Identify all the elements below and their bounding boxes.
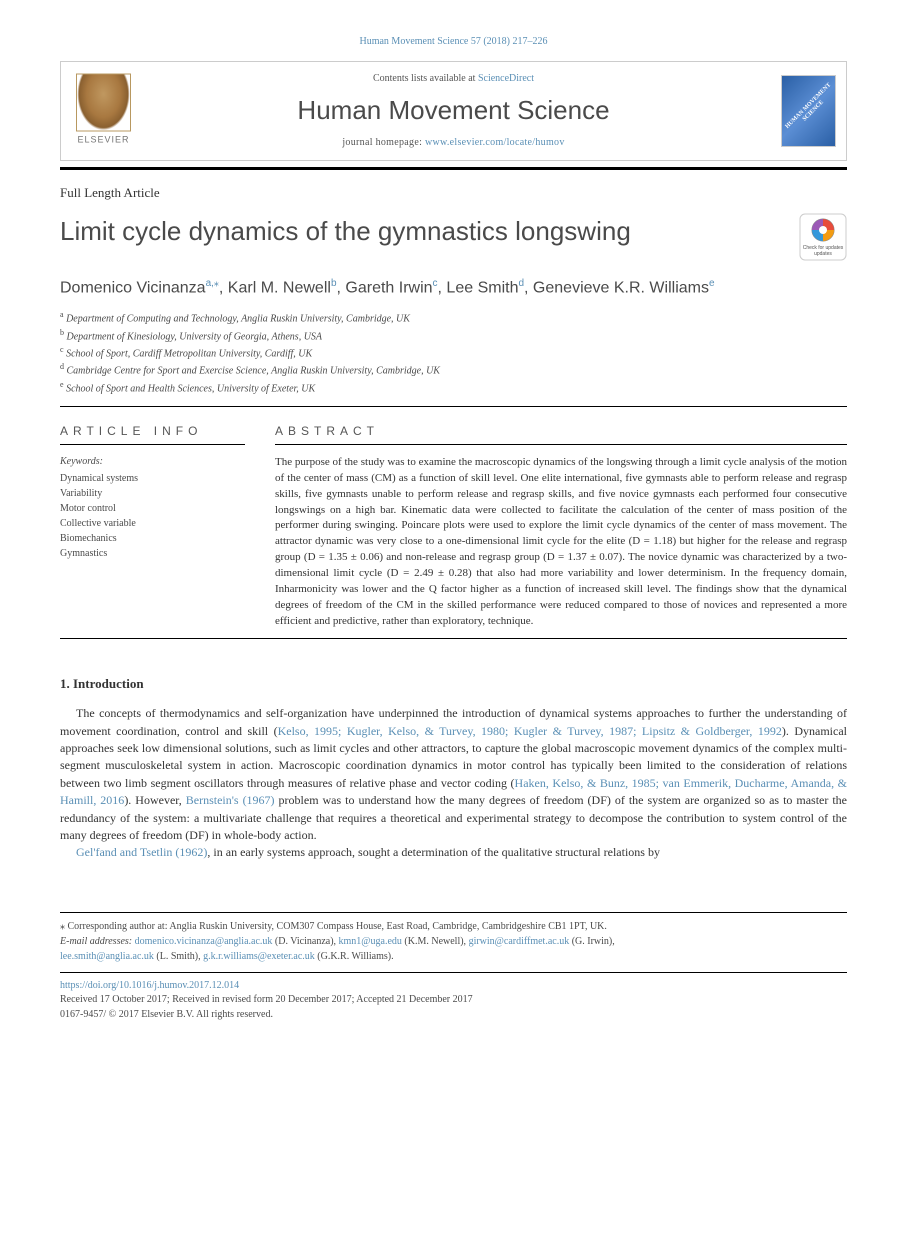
homepage-label: journal homepage: — [342, 137, 425, 148]
keyword: Variability — [60, 486, 245, 501]
author-name-ref: (G. Irwin), — [569, 936, 615, 947]
keyword: Dynamical systems — [60, 471, 245, 486]
footer: ⁎ Corresponding author at: Anglia Ruskin… — [60, 912, 847, 1023]
keyword: Biomechanics — [60, 531, 245, 546]
publisher-name: ELSEVIER — [71, 134, 136, 147]
elsevier-tree-icon — [76, 74, 131, 132]
article-title: Limit cycle dynamics of the gymnastics l… — [60, 213, 785, 249]
intro-paragraph-1: The concepts of thermodynamics and self-… — [60, 705, 847, 844]
intro-text-span: ). However, — [124, 793, 185, 807]
citation-link[interactable]: Bernstein's (1967) — [186, 793, 275, 807]
citation-link[interactable]: Gel'fand and Tsetlin (1962) — [76, 845, 207, 859]
copyright: 0167-9457/ © 2017 Elsevier B.V. All righ… — [60, 1008, 847, 1023]
intro-paragraph-2: Gel'fand and Tsetlin (1962), in an early… — [60, 844, 847, 861]
introduction-heading: 1. Introduction — [60, 675, 847, 693]
affiliation-d: Cambridge Centre for Sport and Exercise … — [67, 366, 440, 377]
publisher-logo[interactable]: ELSEVIER — [71, 74, 136, 149]
contents-prefix: Contents lists available at — [373, 73, 478, 84]
author-name-ref: (G.K.R. Williams). — [315, 951, 394, 962]
keyword: Motor control — [60, 501, 245, 516]
divider-thin — [60, 406, 847, 407]
check-updates-badge[interactable]: Check for updates updates — [799, 213, 847, 261]
affiliation-a: Department of Computing and Technology, … — [66, 314, 410, 325]
author-1-affil: a,⁎ — [206, 278, 219, 289]
divider-thick — [60, 167, 847, 170]
author-name-ref: (D. Vicinanza), — [272, 936, 338, 947]
contents-available-text: Contents lists available at ScienceDirec… — [151, 72, 756, 86]
journal-banner: ELSEVIER Contents lists available at Sci… — [60, 61, 847, 161]
article-type: Full Length Article — [60, 184, 847, 202]
footer-divider — [60, 972, 847, 973]
affiliation-e: School of Sport and Health Sciences, Uni… — [66, 383, 315, 394]
journal-cover-thumbnail[interactable] — [781, 75, 836, 147]
author-5: , Genevieve K.R. Williams — [524, 279, 709, 296]
divider-thin — [60, 638, 847, 639]
citation-link[interactable]: Human Movement Science 57 (2018) 217–226 — [359, 36, 547, 47]
introduction-section: 1. Introduction The concepts of thermody… — [60, 675, 847, 862]
affiliation-b: Department of Kinesiology, University of… — [67, 331, 323, 342]
keyword: Collective variable — [60, 516, 245, 531]
author-name-ref: (K.M. Newell), — [402, 936, 469, 947]
authors-list: Domenico Vicinanzaa,⁎, Karl M. Newellb, … — [60, 277, 847, 300]
keyword: Gymnastics — [60, 546, 245, 561]
header-citation: Human Movement Science 57 (2018) 217–226 — [60, 35, 847, 49]
email-link[interactable]: domenico.vicinanza@anglia.ac.uk — [135, 936, 273, 947]
info-rule — [60, 444, 245, 445]
email-addresses: E-mail addresses: domenico.vicinanza@ang… — [60, 934, 847, 964]
article-info-column: ARTICLE INFO Keywords: Dynamical systems… — [60, 423, 245, 630]
email-link[interactable]: lee.smith@anglia.ac.uk — [60, 951, 154, 962]
abstract-text: The purpose of the study was to examine … — [275, 455, 847, 630]
keywords-list: Dynamical systems Variability Motor cont… — [60, 471, 245, 561]
journal-homepage: journal homepage: www.elsevier.com/locat… — [151, 136, 756, 150]
sciencedirect-link[interactable]: ScienceDirect — [478, 73, 534, 84]
homepage-link[interactable]: www.elsevier.com/locate/humov — [425, 137, 565, 148]
author-3: , Gareth Irwin — [337, 279, 433, 296]
affiliation-c: School of Sport, Cardiff Metropolitan Un… — [66, 348, 312, 359]
email-link[interactable]: g.k.r.williams@exeter.ac.uk — [203, 951, 315, 962]
citation-link[interactable]: Kelso, 1995; Kugler, Kelso, & Turvey, 19… — [278, 724, 782, 738]
author-5-affil: e — [709, 278, 715, 289]
abstract-rule — [275, 444, 847, 445]
intro-text-span: , in an early systems approach, sought a… — [207, 845, 660, 859]
corresponding-author: ⁎ Corresponding author at: Anglia Ruskin… — [60, 919, 847, 934]
author-2: , Karl M. Newell — [219, 279, 331, 296]
author-name-ref: (L. Smith), — [154, 951, 203, 962]
email-link[interactable]: girwin@cardiffmet.ac.uk — [469, 936, 570, 947]
keywords-label: Keywords: — [60, 455, 245, 469]
doi-link[interactable]: https://doi.org/10.1016/j.humov.2017.12.… — [60, 980, 239, 991]
svg-text:updates: updates — [814, 251, 832, 257]
affiliations: a Department of Computing and Technology… — [60, 309, 847, 396]
journal-name: Human Movement Science — [151, 92, 756, 128]
article-info-header: ARTICLE INFO — [60, 423, 245, 440]
abstract-column: ABSTRACT The purpose of the study was to… — [275, 423, 847, 630]
abstract-header: ABSTRACT — [275, 423, 847, 440]
email-label: E-mail addresses: — [60, 936, 135, 947]
author-1: Domenico Vicinanza — [60, 279, 206, 296]
author-4: , Lee Smith — [438, 279, 519, 296]
email-link[interactable]: kmn1@uga.edu — [339, 936, 402, 947]
received-dates: Received 17 October 2017; Received in re… — [60, 993, 847, 1008]
